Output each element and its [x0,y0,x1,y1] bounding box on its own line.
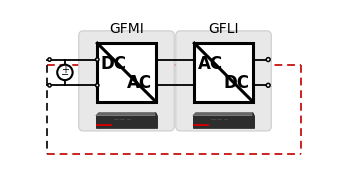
Text: GFLI: GFLI [208,22,239,36]
Polygon shape [193,116,254,128]
Circle shape [48,58,51,61]
Text: DC: DC [223,74,250,92]
Polygon shape [156,112,157,128]
Bar [97,124,112,126]
Bar [194,43,253,102]
Text: DC: DC [101,55,126,73]
Polygon shape [96,116,157,128]
Text: AC: AC [127,74,152,92]
Bar [193,124,209,126]
Text: +: + [61,66,69,75]
Polygon shape [253,112,254,128]
Text: AC: AC [198,55,223,73]
Circle shape [96,84,99,87]
Polygon shape [96,112,157,116]
Bar [193,116,254,128]
Bar [97,43,156,102]
FancyBboxPatch shape [79,31,174,131]
FancyBboxPatch shape [176,31,271,131]
Text: GFMI: GFMI [109,22,144,36]
Circle shape [48,84,51,87]
Circle shape [96,58,99,61]
Polygon shape [193,112,254,116]
Circle shape [57,65,73,80]
Bar [96,116,157,128]
Text: −: − [61,70,69,80]
Circle shape [266,83,270,87]
Circle shape [266,58,270,62]
